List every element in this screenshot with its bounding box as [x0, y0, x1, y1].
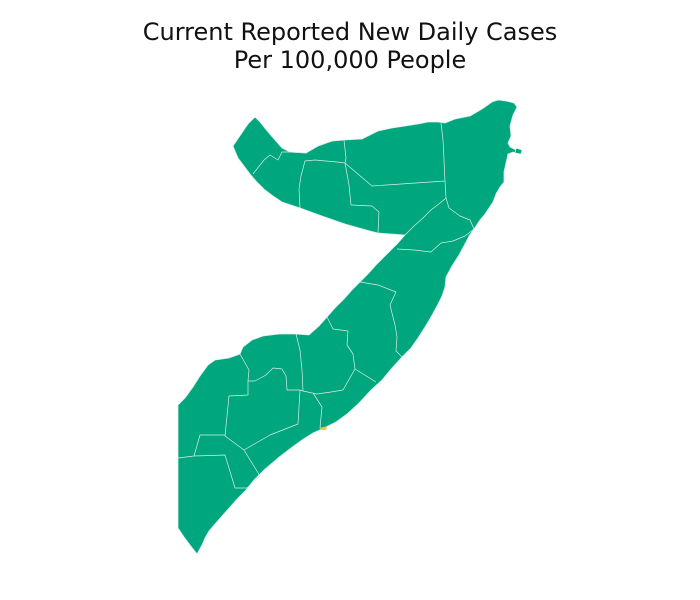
region-border-1: [252, 139, 347, 175]
somalia-landmass: [177, 99, 522, 555]
region-border-8: [295, 333, 356, 395]
region-border-3: [344, 122, 446, 187]
island-fragment: [514, 147, 523, 155]
region-border-5: [396, 197, 475, 253]
region-border-11: [224, 381, 301, 451]
region-border-9: [239, 353, 304, 392]
map-title-line-1: Current Reported New Daily Cases: [142, 18, 558, 46]
map-title-line-2: Per 100,000 People: [233, 46, 467, 74]
map-title: Current Reported New Daily Cases Per 100…: [0, 18, 700, 74]
region-border-13: [193, 449, 261, 489]
region-border-2: [298, 159, 380, 234]
region-border-6: [359, 281, 403, 358]
highlight-region: [320, 426, 327, 430]
region-border-12: [177, 434, 225, 459]
